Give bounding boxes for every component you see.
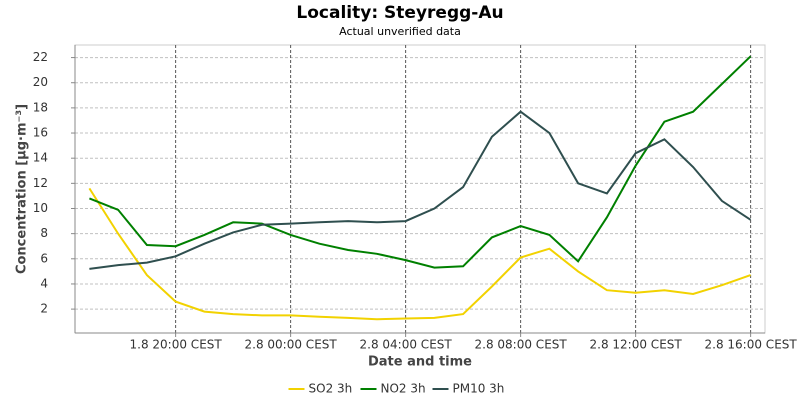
series-line bbox=[89, 110, 752, 270]
x-tick-label: 1.8 20:00 CEST bbox=[130, 338, 223, 352]
y-tick-label: 8 bbox=[40, 226, 48, 240]
legend-label: SO2 3h bbox=[309, 382, 353, 396]
y-tick-label: 4 bbox=[40, 276, 48, 290]
x-tick-label: 2.8 16:00 CEST bbox=[705, 338, 798, 352]
chart-title: Locality: Steyregg-Au bbox=[296, 3, 503, 23]
x-tick-label: 2.8 12:00 CEST bbox=[590, 338, 683, 352]
y-tick-label: 2 bbox=[40, 302, 48, 316]
chart-subtitle: Actual unverified data bbox=[339, 25, 461, 38]
series-line bbox=[89, 55, 752, 269]
x-tick-label: 2.8 04:00 CEST bbox=[360, 338, 453, 352]
y-tick-label: 14 bbox=[33, 151, 48, 165]
y-tick-label: 12 bbox=[33, 176, 48, 190]
x-axis-label: Date and time bbox=[368, 355, 472, 370]
legend-label: NO2 3h bbox=[381, 382, 426, 396]
x-tick-label: 2.8 00:00 CEST bbox=[245, 338, 338, 352]
y-axis-label: Concentration [µg·m⁻³] bbox=[15, 104, 30, 274]
y-tick-label: 16 bbox=[33, 126, 48, 140]
y-tick-label: 22 bbox=[33, 50, 48, 64]
legend-label: PM10 3h bbox=[453, 382, 505, 396]
series-line bbox=[88, 187, 751, 321]
plot-area bbox=[74, 44, 766, 334]
y-tick-label: 10 bbox=[33, 201, 48, 215]
x-tick-label: 2.8 08:00 CEST bbox=[475, 338, 568, 352]
y-tick-label: 20 bbox=[33, 75, 48, 89]
y-tick-label: 6 bbox=[40, 251, 48, 265]
y-tick-label: 18 bbox=[33, 100, 48, 114]
